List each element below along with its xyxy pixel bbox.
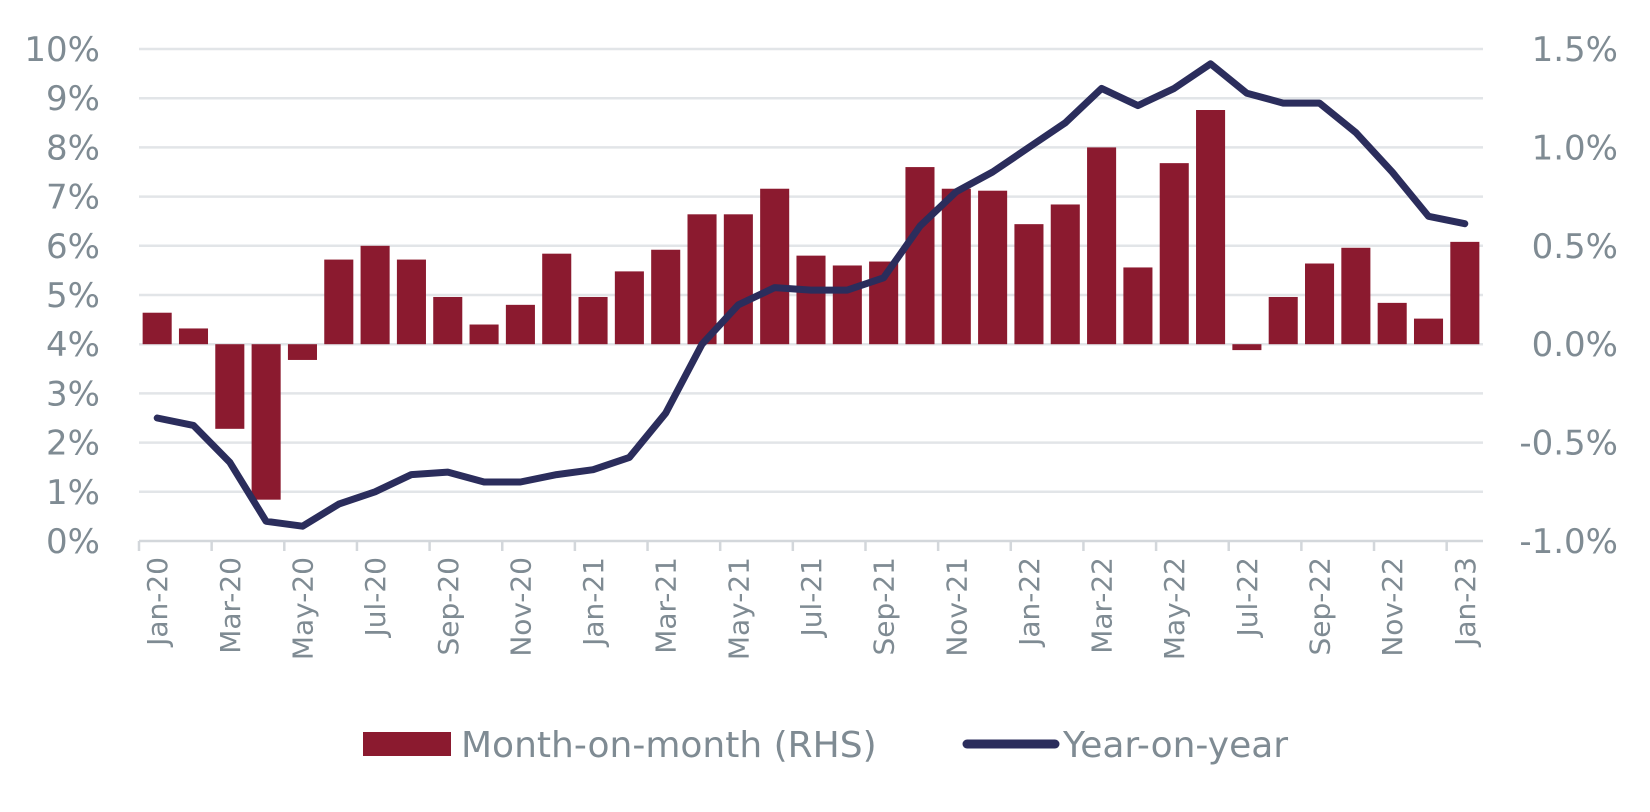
bar-month-on-month xyxy=(142,312,172,345)
bar-month-on-month xyxy=(1123,267,1153,345)
x-tick-label: Jul-20 xyxy=(359,557,392,639)
y-left-tick-label: 7% xyxy=(46,178,100,218)
bar-month-on-month xyxy=(1014,224,1044,345)
x-tick-label: Sep-22 xyxy=(1304,557,1337,656)
x-tick-label: May-21 xyxy=(722,557,755,660)
y-left-tick-label: 8% xyxy=(46,128,100,168)
bar-month-on-month xyxy=(1159,163,1189,345)
x-axis xyxy=(137,539,1483,551)
y-left-tick-label: 4% xyxy=(46,325,100,365)
x-tick-labels: Jan-20 Mar-20 May-20 Jul-20 Sep-20 Nov-20 Jan-… xyxy=(141,557,1482,660)
bar-month-on-month xyxy=(1087,147,1117,345)
line-series xyxy=(153,60,1469,530)
x-tick-label: May-20 xyxy=(286,557,319,660)
y-left-tick-label: 0% xyxy=(46,522,100,562)
bar-series xyxy=(142,110,1480,500)
bar-month-on-month xyxy=(578,296,608,345)
x-tick-label: Mar-20 xyxy=(214,557,247,654)
y-left-tick-label: 3% xyxy=(46,374,100,414)
legend: Month-on-month (RHS) Year-on-year xyxy=(363,725,1288,766)
bar-month-on-month xyxy=(796,255,826,345)
x-tick-label: May-22 xyxy=(1158,557,1191,660)
x-tick-label: Sep-20 xyxy=(432,557,465,656)
y-right-tick-label: 0.0% xyxy=(1532,325,1618,365)
bar-month-on-month xyxy=(1341,247,1371,345)
x-tick-label: Jan-22 xyxy=(1013,557,1046,648)
x-tick-label: Jul-22 xyxy=(1231,557,1264,639)
bar-month-on-month xyxy=(832,265,862,345)
x-tick-label: Nov-21 xyxy=(940,557,973,657)
bar-month-on-month xyxy=(978,190,1008,345)
bar-month-on-month xyxy=(215,344,245,429)
bar-month-on-month xyxy=(723,214,753,345)
x-tick-label: Jan-20 xyxy=(141,557,174,648)
bar-month-on-month xyxy=(760,188,790,345)
bar-month-on-month xyxy=(941,188,971,345)
x-tick-label: Jul-21 xyxy=(795,557,828,639)
bar-month-on-month xyxy=(469,324,499,345)
y-left-tick-label: 2% xyxy=(46,424,100,464)
bar-month-on-month xyxy=(1232,344,1262,351)
y-right-tick-label: 0.5% xyxy=(1532,227,1618,267)
bar-month-on-month xyxy=(1450,241,1480,345)
y-left-tick-label: 1% xyxy=(46,473,100,513)
bar-month-on-month xyxy=(1196,110,1226,345)
x-tick-label: Sep-21 xyxy=(868,557,901,656)
x-tick-label: Nov-20 xyxy=(504,557,537,657)
bar-month-on-month xyxy=(396,259,426,345)
bar-month-on-month xyxy=(287,344,317,360)
x-tick-label: Mar-21 xyxy=(650,557,683,654)
bar-month-on-month xyxy=(178,328,209,345)
bar-month-on-month xyxy=(1413,318,1444,345)
x-tick-label: Jan-21 xyxy=(577,557,610,648)
y-axis-left: 0% 1% 2% 3% 4% 5% 6% 7% 8% 9% 10% xyxy=(24,30,100,562)
bar-month-on-month xyxy=(542,253,572,345)
y-right-tick-label: 1.5% xyxy=(1532,30,1618,70)
y-axis-right: -1.0% -0.5% 0.0% 0.5% 1.0% 1.5% xyxy=(1519,30,1618,562)
y-left-tick-label: 5% xyxy=(46,276,100,316)
bar-month-on-month xyxy=(1377,302,1407,345)
bar-month-on-month xyxy=(905,167,935,345)
bar-month-on-month xyxy=(614,271,644,345)
y-right-tick-label: -0.5% xyxy=(1519,424,1618,464)
x-tick-label: Jan-23 xyxy=(1449,557,1482,648)
bar-month-on-month xyxy=(360,245,390,345)
y-left-tick-label: 10% xyxy=(24,30,100,70)
y-right-tick-label: -1.0% xyxy=(1519,522,1618,562)
y-right-tick-label: 1.0% xyxy=(1532,128,1618,168)
bar-month-on-month xyxy=(251,344,281,500)
legend-label-year-on-year: Year-on-year xyxy=(1062,725,1288,766)
bar-month-on-month xyxy=(433,296,463,345)
bar-month-on-month xyxy=(1305,263,1335,345)
x-tick-label: Mar-22 xyxy=(1086,557,1119,654)
bar-month-on-month xyxy=(1050,204,1080,345)
x-tick-label: Nov-22 xyxy=(1376,557,1409,657)
bar-month-on-month xyxy=(505,304,535,345)
y-left-tick-label: 6% xyxy=(46,227,100,267)
legend-label-month-on-month: Month-on-month (RHS) xyxy=(461,725,877,766)
bar-month-on-month xyxy=(687,214,717,345)
bar-month-on-month xyxy=(651,249,681,345)
y-left-tick-label: 9% xyxy=(46,79,100,119)
line-year-on-year xyxy=(153,60,1469,530)
bar-month-on-month xyxy=(1268,296,1298,345)
legend-swatch-month-on-month xyxy=(363,732,451,756)
bar-month-on-month xyxy=(324,259,354,345)
